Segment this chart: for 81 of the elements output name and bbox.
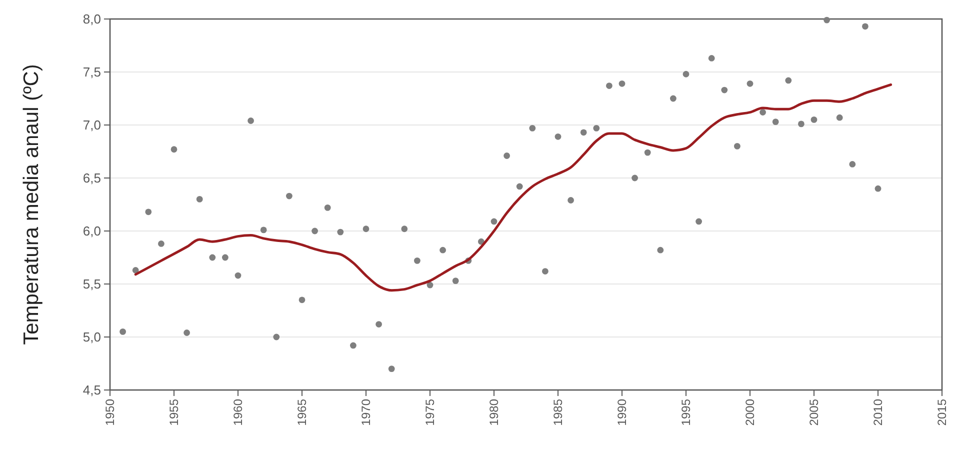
y-tick-label: 6,5: [82, 170, 101, 186]
point: [286, 192, 292, 200]
x-tick-label: 2005: [807, 398, 822, 426]
point: [362, 226, 370, 232]
y-tick-label: 8,0: [82, 12, 101, 27]
y-tick-label: 5,5: [82, 276, 101, 292]
x-tick-label: 1980: [487, 398, 502, 426]
point: [184, 330, 190, 336]
point: [414, 257, 420, 264]
point: [490, 218, 498, 225]
x-tick-label: 1970: [359, 398, 374, 426]
x-tick-label: 1985: [551, 398, 566, 426]
point: [324, 204, 331, 211]
x-tick-label: 1955: [167, 398, 182, 426]
x-tick-label: 1950: [103, 398, 118, 426]
point: [824, 16, 830, 24]
point: [862, 23, 868, 30]
point: [657, 246, 664, 254]
point: [132, 267, 139, 274]
point: [760, 109, 766, 116]
point: [721, 86, 728, 94]
point: [298, 296, 306, 304]
point: [440, 246, 446, 254]
y-tick-label: 4,5: [82, 382, 101, 398]
x-tick-label: 2015: [935, 398, 950, 426]
point: [606, 82, 612, 89]
point: [618, 80, 626, 87]
x-tick-label: 2000: [743, 398, 758, 426]
point: [593, 124, 600, 132]
point: [222, 254, 228, 261]
point: [145, 208, 152, 216]
y-tick-label: 6,0: [82, 224, 101, 239]
point: [376, 321, 382, 328]
point: [529, 124, 536, 132]
x-tick-label: 2010: [871, 398, 886, 426]
point: [273, 334, 280, 340]
point: [388, 366, 395, 372]
point: [350, 342, 356, 349]
point: [401, 226, 408, 232]
y-tick-label: 7,0: [82, 118, 101, 133]
y-axis-title: Temperatura media anaul (ºC): [20, 64, 43, 345]
point: [426, 282, 434, 288]
point: [798, 120, 804, 128]
x-tick-label: 1975: [423, 398, 438, 426]
point: [554, 133, 562, 140]
point: [836, 114, 843, 121]
point: [209, 254, 216, 261]
point: [772, 118, 779, 126]
point: [234, 272, 242, 279]
point: [734, 143, 740, 150]
point: [785, 77, 792, 84]
y-tick-label: 5,0: [82, 330, 101, 345]
point: [452, 278, 459, 284]
point: [248, 118, 254, 124]
point: [874, 185, 882, 192]
point: [632, 174, 638, 182]
point: [196, 196, 203, 202]
point: [644, 149, 651, 156]
point: [849, 161, 856, 168]
x-tick-label: 1965: [295, 398, 310, 426]
x-tick-label: 1995: [679, 398, 694, 426]
point: [337, 228, 344, 236]
point: [670, 95, 676, 102]
point: [696, 218, 702, 225]
x-tick-label: 1990: [615, 398, 630, 426]
point: [708, 55, 715, 62]
point: [120, 328, 126, 335]
point: [158, 240, 164, 247]
point: [746, 80, 754, 87]
point: [542, 268, 548, 274]
point: [810, 116, 818, 123]
point: [516, 183, 523, 190]
point: [260, 226, 267, 234]
point: [568, 197, 574, 204]
y-tick-label: 7,5: [82, 64, 101, 80]
point: [312, 228, 318, 234]
point: [682, 70, 690, 78]
x-tick-label: 1960: [231, 398, 246, 426]
point: [580, 129, 587, 136]
point: [170, 146, 178, 153]
point: [504, 152, 510, 159]
